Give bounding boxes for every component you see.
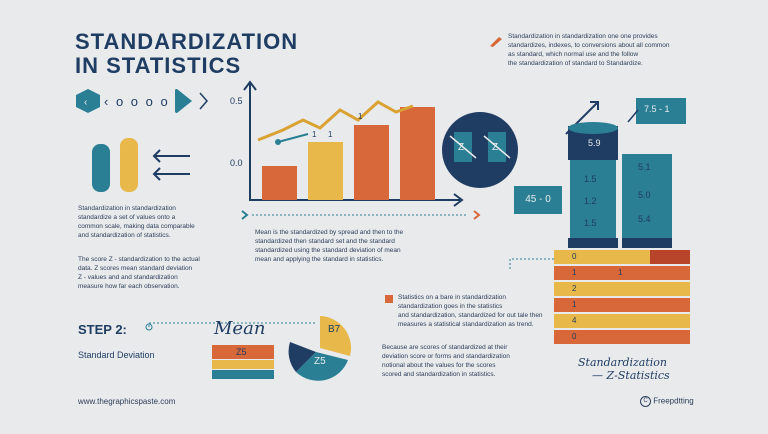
text-line: measure how far each observation. <box>78 283 180 290</box>
step-subtitle: Standard Deviation <box>78 350 155 360</box>
row-value: 1 <box>572 268 577 277</box>
left-paragraph-1: Standardization in standardization stand… <box>78 204 228 240</box>
pie-label: B7 <box>328 324 341 335</box>
bar-label: 1 <box>358 112 363 121</box>
text-line: data. Z scores mean standard deviation <box>78 265 193 272</box>
value-badge-text: 45 - 0 <box>525 194 551 205</box>
dashed-connector <box>145 235 565 340</box>
text-line: standardized then standard set and the s… <box>255 238 395 245</box>
value-badge: 45 - 0 <box>514 186 562 214</box>
left-tower-value: 1.5 <box>584 218 597 228</box>
top-right-note-line: standardizes, indexes, to conversions ab… <box>508 42 670 49</box>
document-icon <box>384 291 394 309</box>
right-caption: Standardization — Z-Statistics <box>578 356 698 382</box>
row-value: 0 <box>572 252 577 261</box>
title-line-1: STANDARDIZATION <box>75 29 299 54</box>
cylinder-icons <box>90 136 200 199</box>
right-tower-illustration: 5.9 7.5 - 1 1.5 1.2 1.5 5.1 5.0 5.4 0 1 … <box>548 90 698 355</box>
text-line: and standardization, standardized for ou… <box>398 312 543 319</box>
right-tower-value: 5.1 <box>638 162 651 172</box>
tag-label: 7.5 - 1 <box>644 104 670 114</box>
text-line: Statistics on a bare in standardization <box>398 294 507 301</box>
dots-row: ‹ o o o o <box>104 94 170 109</box>
svg-text:‹: ‹ <box>84 97 87 108</box>
bottom-center-paragraph-2: Because are scores of standardized at th… <box>382 343 542 379</box>
row-value: 1 <box>572 300 577 309</box>
text-line: standardize a set of values onto a <box>78 214 176 221</box>
mean-box-value: Z5 <box>236 347 247 357</box>
left-tower-value: 1.2 <box>584 196 597 206</box>
y-tick-top: 0.5 <box>230 96 243 106</box>
top-right-note-line: the standardization of standard to Stand… <box>508 60 643 67</box>
row-value: 0 <box>572 332 577 341</box>
bar-chart-illustration: 0.5 0.0 1 1 1 Z Z <box>228 80 528 235</box>
text-line: measures a statistical standardization a… <box>398 321 534 328</box>
text-line: The score Z - standardization to the act… <box>78 256 200 263</box>
text-line: deviation score or forms and standardiza… <box>382 353 510 360</box>
center-paragraph: Mean is the standardized by spread and t… <box>255 228 485 264</box>
text-line: and standardization of statistics. <box>78 232 171 239</box>
play-icon <box>174 88 214 119</box>
text-line: Z - values and and standardization <box>78 274 178 281</box>
top-right-note-line: Standardization in standardization one o… <box>508 33 658 40</box>
right-caption-line-1: Standardization <box>578 356 668 369</box>
text-line: Standardization in standardization <box>78 205 176 212</box>
text-line: common scale, making data comparable <box>78 223 195 230</box>
circle-label: Z <box>492 142 499 153</box>
bottom-center-paragraph-1: Statistics on a bare in standardization … <box>398 293 548 329</box>
text-line: notional about the values for the scores <box>382 362 496 369</box>
bar-label: 1 <box>312 130 317 139</box>
text-line: Mean is the standardized by spread and t… <box>255 229 404 236</box>
step-label: STEP 2: <box>78 322 127 337</box>
row-value: 4 <box>572 316 577 325</box>
text-line: mean and applying the standard in statis… <box>255 256 384 263</box>
mean-bars: Z5 <box>212 345 278 384</box>
right-tower-value: 5.4 <box>638 214 651 224</box>
y-tick-bottom: 0.0 <box>230 158 243 168</box>
footer-left: www.thegraphicspaste.com <box>78 397 176 406</box>
top-right-note-line: as standard, which normal use and the fo… <box>508 51 639 58</box>
connector-line <box>238 208 488 227</box>
footer-right-text: Freepdtting <box>653 396 694 406</box>
row-value: 2 <box>572 284 577 293</box>
tower-top-label: 5.9 <box>588 138 601 148</box>
text-line: scored and standardization in statistics… <box>382 371 496 378</box>
hexagon-icon: ‹ <box>75 88 101 119</box>
right-caption-line-2: — Z-Statistics <box>592 369 670 382</box>
text-line: standardization goes in the statistics <box>398 303 503 310</box>
mean-label: Mean <box>214 318 266 339</box>
pie-label: Z5 <box>314 356 326 367</box>
top-right-note: Standardization in standardization one o… <box>490 32 700 68</box>
text-line: Because are scores of standardized at th… <box>382 344 508 351</box>
title-line-2: IN STATISTICS <box>75 53 242 78</box>
left-paragraph-2: The score Z - standardization to the act… <box>78 255 228 291</box>
circle-label: Z <box>458 142 465 153</box>
text-line: standardized using the standard deviatio… <box>255 247 401 254</box>
row-value-right: 1 <box>618 268 623 277</box>
pencil-icon <box>490 34 502 47</box>
page-title: STANDARDIZATION IN STATISTICS <box>75 30 355 78</box>
right-tower-value: 5.0 <box>638 190 651 200</box>
footer-right: C Freepdtting <box>640 396 694 407</box>
left-tower-value: 1.5 <box>584 174 597 184</box>
pie-illustration: B7 Z5 <box>286 312 356 387</box>
bar-label: 1 <box>328 130 333 139</box>
copyright-icon: C <box>640 396 651 407</box>
